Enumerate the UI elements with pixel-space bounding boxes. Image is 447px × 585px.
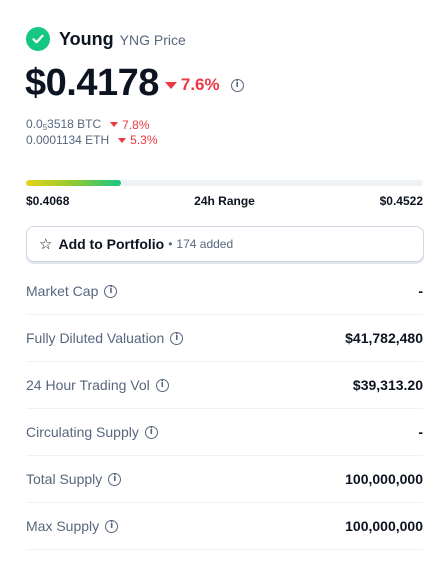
stat-value: $39,313.20: [352, 377, 423, 393]
info-icon[interactable]: i: [170, 331, 184, 345]
price-change-value: 7.6%: [180, 75, 220, 94]
range-fill: [26, 180, 122, 186]
stat-label: Max Supply: [26, 518, 100, 534]
price-row: $0.4178 7.6% i: [25, 60, 244, 106]
stat-label: Circulating Supply: [26, 424, 139, 440]
range-high: $0.4522: [379, 194, 423, 208]
down-triangle-icon: [164, 81, 177, 89]
btc-conversion: 0.053518 BTC 7.8%: [26, 117, 150, 132]
stats-table: Market Cap i - Fully Diluted Valuation i…: [26, 268, 423, 550]
separator: •: [168, 237, 173, 251]
btc-change: 7.8%: [122, 117, 150, 132]
info-icon[interactable]: i: [108, 472, 122, 486]
range-label: 24h Range: [194, 194, 255, 208]
stat-value: $41,782,480: [345, 330, 423, 346]
stat-row-trading-volume: 24 Hour Trading Vol i $39,313.20: [26, 362, 423, 409]
portfolio-label: Add to Portfolio: [58, 236, 165, 252]
coin-subtitle: YNG Price: [119, 32, 186, 48]
eth-conversion: 0.0001134 ETH 5.3%: [26, 133, 158, 147]
coin-header: Young YNG Price: [26, 26, 186, 52]
current-price: $0.4178: [25, 61, 159, 104]
stat-label: 24 Hour Trading Vol: [26, 377, 150, 393]
range-bar: [26, 180, 423, 186]
eth-change: 5.3%: [130, 133, 158, 147]
down-triangle-icon: [118, 137, 127, 143]
portfolio-added-count: 174 added: [176, 237, 234, 251]
stat-label: Total Supply: [26, 471, 103, 487]
stat-value: 100,000,000: [345, 471, 423, 487]
price-change: 7.6%: [164, 75, 220, 95]
info-icon[interactable]: i: [104, 284, 118, 298]
stat-value: -: [418, 424, 423, 440]
stat-row-max-supply: Max Supply i 100,000,000: [26, 503, 423, 550]
stat-row-market-cap: Market Cap i -: [26, 268, 423, 315]
stat-value: -: [418, 283, 423, 299]
check-icon: [26, 27, 50, 51]
star-icon: ☆: [39, 234, 53, 253]
info-icon[interactable]: i: [155, 378, 169, 392]
info-icon[interactable]: i: [105, 519, 119, 533]
info-icon[interactable]: i: [230, 78, 244, 92]
stat-label: Fully Diluted Valuation: [26, 330, 165, 346]
stat-row-total-supply: Total Supply i 100,000,000: [26, 456, 423, 503]
stat-value: 100,000,000: [345, 518, 423, 534]
stat-row-circulating-supply: Circulating Supply i -: [26, 409, 423, 456]
down-triangle-icon: [110, 122, 119, 127]
coin-name: Young: [59, 28, 114, 49]
stat-label: Market Cap: [26, 283, 99, 299]
eth-price: 0.0001134 ETH: [26, 133, 110, 147]
info-icon[interactable]: i: [144, 425, 158, 439]
btc-price: 0.053518 BTC: [26, 117, 102, 132]
add-to-portfolio-button[interactable]: ☆ Add to Portfolio • 174 added: [26, 226, 424, 262]
stat-row-fully-diluted-valuation: Fully Diluted Valuation i $41,782,480: [26, 315, 423, 362]
range-labels: $0.4068 24h Range $0.4522: [26, 194, 423, 208]
range-low: $0.4068: [26, 194, 70, 208]
